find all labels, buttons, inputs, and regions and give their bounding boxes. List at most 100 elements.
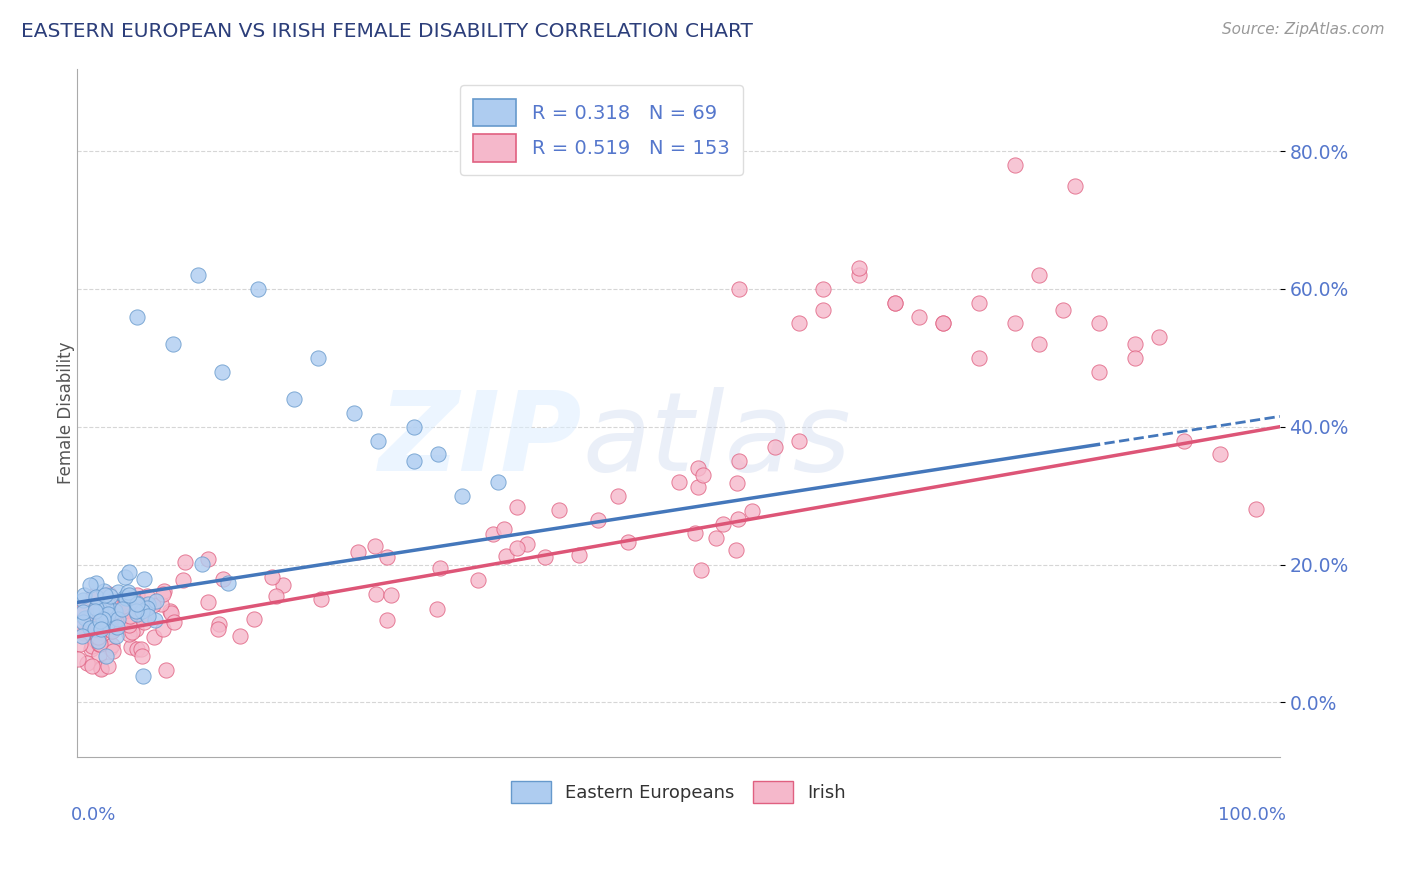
Y-axis label: Female Disability: Female Disability — [58, 342, 75, 484]
Point — [343, 406, 366, 420]
Point — [120, 640, 142, 654]
Point — [145, 593, 167, 607]
Point — [132, 669, 155, 683]
Point — [76, 656, 98, 670]
Point — [1088, 365, 1111, 379]
Point — [811, 302, 834, 317]
Point — [97, 607, 120, 622]
Point — [98, 640, 121, 655]
Point — [516, 537, 538, 551]
Point — [79, 621, 101, 635]
Point — [367, 434, 389, 448]
Point — [311, 592, 333, 607]
Point — [260, 570, 283, 584]
Point — [67, 651, 90, 665]
Point — [1028, 337, 1050, 351]
Point — [84, 622, 107, 636]
Point — [118, 565, 141, 579]
Point — [87, 638, 110, 652]
Point — [242, 612, 264, 626]
Point — [197, 552, 219, 566]
Point — [1064, 178, 1087, 193]
Point — [118, 618, 141, 632]
Text: 100.0%: 100.0% — [1218, 805, 1285, 823]
Point — [93, 583, 115, 598]
Point — [103, 615, 125, 630]
Point — [246, 282, 269, 296]
Point — [132, 615, 155, 630]
Point — [686, 480, 709, 494]
Point — [132, 572, 155, 586]
Point — [90, 661, 112, 675]
Point — [101, 638, 124, 652]
Point — [69, 637, 91, 651]
Point — [84, 633, 107, 648]
Text: Source: ZipAtlas.com: Source: ZipAtlas.com — [1222, 22, 1385, 37]
Point — [114, 602, 136, 616]
Point — [80, 623, 103, 637]
Point — [101, 624, 124, 639]
Legend: Eastern Europeans, Irish: Eastern Europeans, Irish — [505, 774, 853, 810]
Text: atlas: atlas — [582, 387, 851, 494]
Point — [94, 617, 117, 632]
Point — [84, 601, 107, 615]
Point — [112, 599, 135, 614]
Point — [586, 513, 609, 527]
Point — [80, 658, 103, 673]
Point — [98, 587, 121, 601]
Point — [162, 615, 184, 630]
Point — [375, 549, 398, 564]
Point — [118, 617, 141, 632]
Point — [685, 525, 707, 540]
Point — [364, 587, 387, 601]
Point — [94, 616, 117, 631]
Point — [67, 622, 90, 636]
Point — [70, 629, 93, 643]
Point — [91, 612, 114, 626]
Point — [135, 601, 157, 615]
Point — [89, 614, 111, 628]
Point — [568, 548, 591, 562]
Point — [162, 337, 184, 351]
Point — [1173, 434, 1195, 448]
Point — [129, 641, 152, 656]
Point — [135, 608, 157, 623]
Point — [90, 619, 112, 633]
Point — [884, 295, 907, 310]
Point — [402, 454, 425, 468]
Point — [90, 622, 112, 636]
Point — [124, 604, 146, 618]
Point — [125, 641, 148, 656]
Point — [127, 310, 149, 324]
Point — [787, 317, 810, 331]
Point — [142, 598, 165, 612]
Point — [534, 550, 557, 565]
Point — [967, 351, 990, 365]
Point — [118, 591, 141, 605]
Point — [711, 517, 734, 532]
Point — [127, 597, 149, 611]
Point — [93, 608, 115, 623]
Point — [117, 584, 139, 599]
Point — [208, 617, 231, 632]
Point — [136, 589, 159, 603]
Point — [159, 604, 181, 618]
Point — [690, 563, 713, 577]
Point — [217, 576, 239, 591]
Point — [94, 608, 117, 623]
Point — [82, 622, 104, 636]
Point — [1125, 337, 1147, 351]
Point — [1208, 447, 1230, 461]
Point — [98, 589, 121, 603]
Point — [127, 596, 149, 610]
Point — [787, 434, 810, 448]
Point — [73, 588, 96, 602]
Point — [136, 609, 159, 624]
Point — [125, 607, 148, 621]
Point — [93, 619, 115, 633]
Point — [72, 615, 94, 629]
Point — [111, 602, 134, 616]
Point — [121, 609, 143, 624]
Point — [186, 268, 208, 283]
Point — [124, 622, 146, 636]
